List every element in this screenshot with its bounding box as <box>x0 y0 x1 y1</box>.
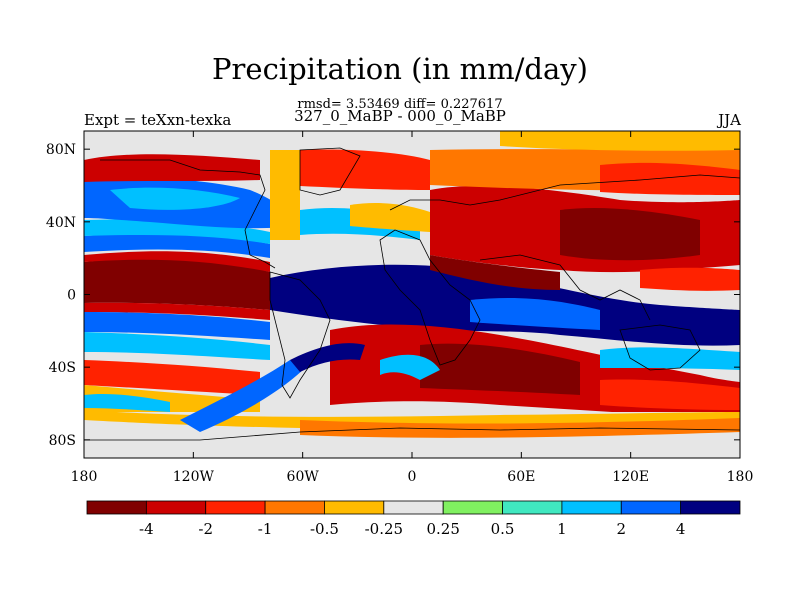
x-tick-label: 0 <box>408 469 417 485</box>
colorbar-swatch <box>205 500 266 515</box>
experiment-label: Expt = teXxn-texka <box>84 111 232 129</box>
colorbar-swatch <box>502 500 563 515</box>
coastlines <box>84 147 740 441</box>
colorbar-swatch <box>620 500 682 515</box>
y-tick-label: 0 <box>67 288 76 304</box>
colorbar-label: 4 <box>676 520 686 538</box>
colorbar-label: -0.25 <box>365 520 403 538</box>
colorbar-label: 2 <box>616 520 626 538</box>
colorbar-label: -2 <box>198 520 213 538</box>
colorbar: -4 -2 -1 -0.5 -0.25 0.25 0.5 1 2 4 <box>86 500 741 538</box>
stats-subtitle: rmsd= 3.53469 diff= 0.227617 <box>297 97 503 112</box>
runs-subtitle: 327_0_MaBP - 000_0_MaBP <box>294 107 506 125</box>
colorbar-swatch <box>145 500 207 515</box>
y-tick-label: 80S <box>49 433 76 449</box>
colorbar-label: 0.5 <box>491 520 515 538</box>
x-tick-label: 180 <box>71 469 98 485</box>
colorbar-swatch <box>561 500 622 515</box>
colorbar-swatch <box>86 500 147 515</box>
precip-field <box>84 131 740 458</box>
season-label: JJA <box>718 111 741 129</box>
y-tick-label: 80N <box>46 142 76 158</box>
x-tick-label: 180 <box>727 469 754 485</box>
colorbar-label: -4 <box>139 520 154 538</box>
x-tick-label: 120E <box>612 469 649 485</box>
colorbar-swatch <box>383 500 444 515</box>
y-tick-label: 40N <box>46 215 76 231</box>
map-title: Precipitation (in mm/day) <box>212 52 588 86</box>
x-tick-label: 60E <box>507 469 535 485</box>
y-axis: 80N 40N 0 40S 80S <box>46 142 740 449</box>
colorbar-swatch <box>442 500 503 515</box>
colorbar-label: 1 <box>557 520 567 538</box>
colorbar-label: 0.25 <box>426 520 459 538</box>
colorbar-label: -0.5 <box>310 520 339 538</box>
x-axis: 180 120W 60W 0 60E 120E 180 <box>71 131 754 485</box>
y-tick-label: 40S <box>49 360 76 376</box>
colorbar-label: -1 <box>258 520 273 538</box>
colorbar-swatch <box>324 500 385 515</box>
x-tick-label: 60W <box>287 469 320 485</box>
x-tick-label: 120W <box>173 469 215 485</box>
colorbar-swatch <box>680 500 741 515</box>
colorbar-swatch <box>264 500 325 515</box>
